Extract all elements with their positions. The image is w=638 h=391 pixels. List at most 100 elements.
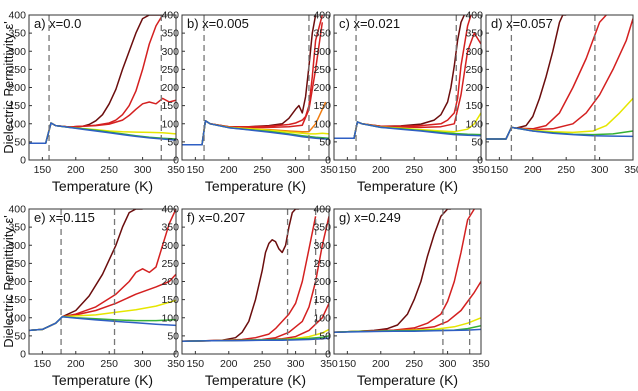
panel-2-ytick-label: 350	[161, 28, 179, 40]
panel-4-label: d) x=0.057	[491, 16, 553, 31]
panel-6-xtick-label: 250	[253, 358, 271, 370]
panel-1-xlabel: Temperature (K)	[52, 178, 153, 194]
panel-5-series-6-blue	[29, 315, 176, 332]
panel-4-ytick-label: 350	[465, 28, 483, 40]
panel-3-series-2-red	[334, 15, 472, 140]
panel-4-series-6-blue	[486, 126, 633, 140]
panel-3-ytick-label: 100	[313, 118, 331, 130]
panel-4-xtick-label: 250	[557, 164, 575, 176]
panel-1-ytick-label: 100	[8, 118, 26, 130]
panel-7-ytick-label: 50	[319, 330, 331, 342]
panel-6-series-3-red	[182, 216, 329, 343]
panel-1-xtick-label: 350	[167, 164, 185, 176]
panel-6-series-4-red	[182, 302, 329, 343]
panel-1-ytick-label: 250	[8, 64, 26, 76]
panel-1-ytick-label: 50	[14, 136, 26, 148]
panel-7-xlabel: Temperature (K)	[357, 372, 458, 388]
panel-3-xtick-label: 200	[372, 164, 390, 176]
panel-7-series-1-dark_red	[334, 209, 451, 334]
panel-7-xtick-label: 250	[405, 358, 423, 370]
panel-5-xtick-label: 350	[167, 358, 185, 370]
panel-1-ytick-label: 0	[20, 155, 26, 167]
panel-6-xtick-label: 200	[220, 358, 238, 370]
panel-4-ytick-label: 200	[465, 82, 483, 94]
panel-3-xtick-label: 150	[339, 164, 357, 176]
panel-7-ytick-label: 200	[313, 276, 331, 288]
panel-4-ytick-label: 150	[465, 100, 483, 112]
panel-2-ytick-label: 0	[173, 155, 179, 167]
panel-1-ytick-label: 200	[8, 82, 26, 94]
panel-6-xlabel: Temperature (K)	[205, 372, 306, 388]
panel-1-ytick-label: 400	[8, 10, 26, 22]
panel-6-xtick-label: 350	[320, 358, 338, 370]
panel-6-ytick-label: 0	[173, 349, 179, 361]
panel-6-xtick-label: 150	[187, 358, 205, 370]
panel-1-series-4-yellow	[29, 122, 176, 145]
panel-6-frame	[181, 208, 330, 355]
panel-3-xtick-label: 250	[405, 164, 423, 176]
panel-5-label: e) x=0.115	[34, 210, 95, 225]
panel-7-label: g) x=0.249	[339, 210, 401, 225]
panel-4-ytick-label: 0	[477, 155, 483, 167]
panel-1-xtick-label: 250	[100, 164, 118, 176]
panel-5-series-2-red	[29, 209, 176, 332]
panel-2-ytick-label: 400	[161, 10, 179, 22]
panel-7-ytick-label: 150	[313, 294, 331, 306]
panel-1-ytick-label: 150	[8, 100, 26, 112]
panel-2-ytick-label: 300	[161, 46, 179, 58]
panel-4-ytick-label: 100	[465, 118, 483, 130]
panel-6-xtick-label: 300	[287, 358, 305, 370]
panel-5-ytick-label: 400	[8, 204, 26, 216]
panel-3-ytick-label: 300	[313, 46, 331, 58]
panel-7-ytick-label: 250	[313, 258, 331, 270]
panel-6-ytick-label: 100	[161, 312, 179, 324]
panel-6-ytick-label: 200	[161, 276, 179, 288]
panel-4-xtick-label: 300	[591, 164, 609, 176]
panel-3-ytick-label: 200	[313, 82, 331, 94]
panel-5-ytick-label: 250	[8, 258, 26, 270]
panel-7-ytick-label: 300	[313, 240, 331, 252]
panel-1-ylabel: Dielectric Permittivity ε'	[1, 21, 16, 154]
panel-7-xtick-label: 150	[339, 358, 357, 370]
panel-2-xtick-label: 150	[187, 164, 205, 176]
panel-5-ytick-label: 50	[14, 330, 26, 342]
panel-3-xlabel: Temperature (K)	[357, 178, 458, 194]
panel-5-ytick-label: 100	[8, 312, 26, 324]
panel-6-ytick-label: 250	[161, 258, 179, 270]
panel-1-ytick-label: 300	[8, 46, 26, 58]
panel-7-ytick-label: 100	[313, 312, 331, 324]
panel-7-xtick-label: 200	[372, 358, 390, 370]
panel-7-xtick-label: 300	[439, 358, 457, 370]
panel-3-ytick-label: 400	[313, 10, 331, 22]
panel-4-ytick-label: 50	[471, 136, 483, 148]
panel-6-ytick-label: 150	[161, 294, 179, 306]
panel-7-ytick-label: 350	[313, 222, 331, 234]
panel-2-ytick-label: 50	[167, 136, 179, 148]
panel-3-ytick-label: 150	[313, 100, 331, 112]
panel-2-ytick-label: 100	[161, 118, 179, 130]
panel-3-xtick-label: 350	[472, 164, 490, 176]
panel-1-label: a) x=0.0	[34, 16, 81, 31]
panel-6-series-1-dark_red	[182, 209, 299, 343]
panel-2-ytick-label: 150	[161, 100, 179, 112]
panel-3-ytick-label: 0	[325, 155, 331, 167]
panel-6-ytick-label: 300	[161, 240, 179, 252]
panel-4-series-1-dark_red	[486, 15, 567, 140]
panel-7-ytick-label: 400	[313, 204, 331, 216]
panel-7-xtick-label: 350	[472, 358, 490, 370]
panel-7-ytick-label: 0	[325, 349, 331, 361]
panel-1-xtick-label: 300	[134, 164, 152, 176]
panel-2-ytick-label: 200	[161, 82, 179, 94]
panel-5-ylabel: Dielectric Permittivity ε'	[1, 215, 16, 348]
panel-5-frame	[28, 208, 177, 355]
panel-4-xtick-label: 350	[624, 164, 638, 176]
panel-7-series-3-red	[334, 281, 481, 334]
panel-2-ytick-label: 250	[161, 64, 179, 76]
panel-1-ytick-label: 350	[8, 28, 26, 40]
panel-2-xtick-label: 300	[287, 164, 305, 176]
panel-3-ytick-label: 250	[313, 64, 331, 76]
panel-5-ytick-label: 150	[8, 294, 26, 306]
panel-4-xtick-label: 200	[524, 164, 542, 176]
panel-4-ytick-label: 250	[465, 64, 483, 76]
